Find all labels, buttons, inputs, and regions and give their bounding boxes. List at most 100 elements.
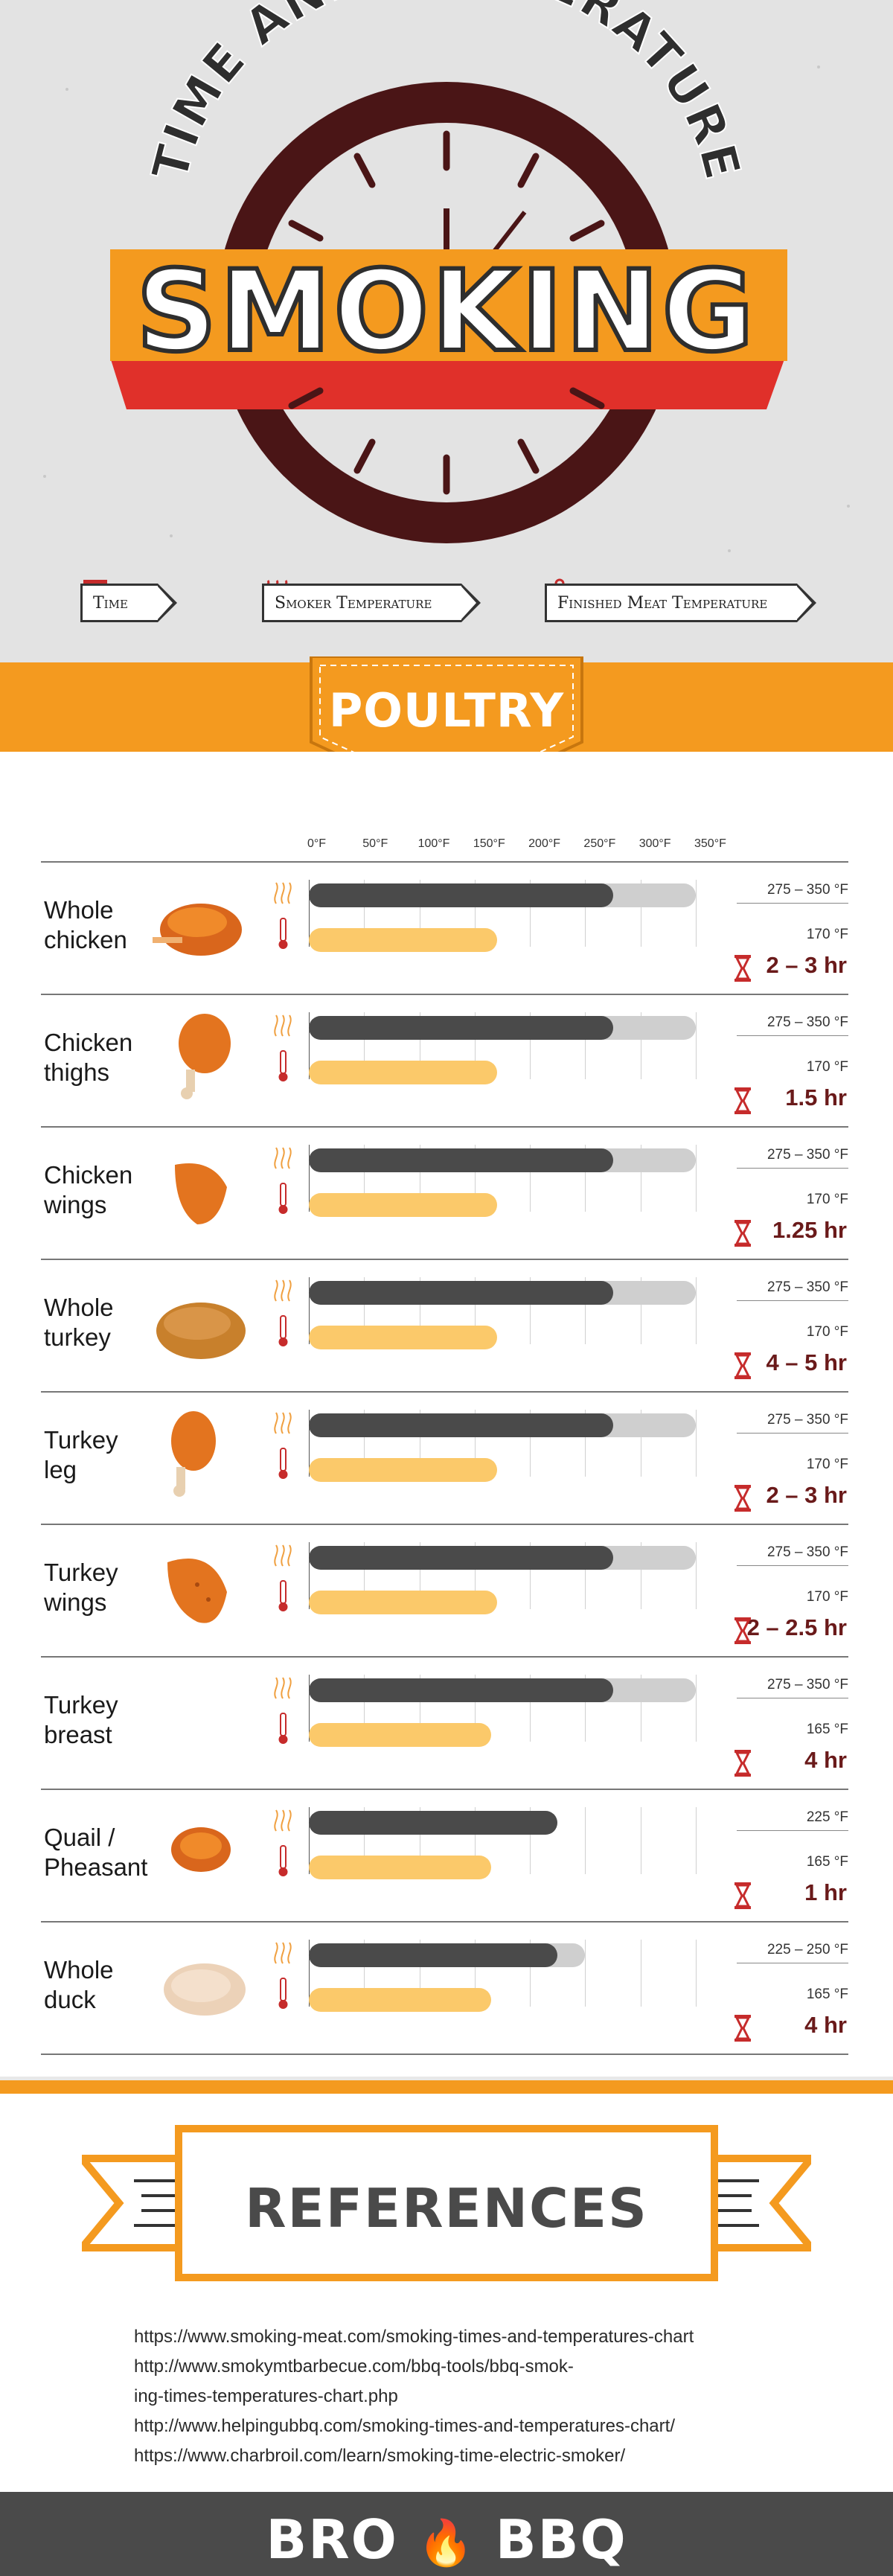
meat-temp-bar	[309, 928, 497, 952]
hourglass-icon	[734, 955, 751, 982]
main-title: SMOKING	[136, 247, 757, 377]
legend: Time Smoker Temperature Fi	[0, 577, 893, 636]
row-name-line: Quail /	[44, 1824, 115, 1851]
smoker-temp-bar-track	[309, 1148, 696, 1172]
grid-line	[309, 1012, 310, 1079]
grid-line	[530, 880, 531, 947]
reference-link[interactable]: http://www.smokymtbarbecue.com/bbq-tools…	[134, 2356, 574, 2377]
reference-link[interactable]: ing-times-temperatures-chart.php	[134, 2386, 398, 2406]
reference-link[interactable]: https://www.smoking-meat.com/smoking-tim…	[134, 2327, 694, 2347]
smoker-temp-bar	[309, 1943, 558, 1967]
scale-tick-label: 350°F	[694, 837, 726, 850]
hourglass-icon	[734, 1617, 751, 1644]
smoker-temp-value: 275 – 350 °F	[737, 1279, 848, 1301]
row-name-line: duck	[44, 1986, 96, 2013]
meat-temp-bar	[309, 1193, 497, 1217]
scale-tick-label: 200°F	[528, 837, 561, 850]
grid-line	[474, 1675, 476, 1742]
scale-tick-label: 50°F	[362, 837, 388, 850]
row-legend-icons	[274, 1942, 292, 2009]
row-name-line: Turkey	[44, 1559, 118, 1586]
smoker-temp-value: 275 – 350 °F	[737, 1147, 848, 1169]
grid-line	[530, 1807, 531, 1874]
grid-line	[585, 1940, 586, 2007]
reference-link[interactable]: http://www.helpingubbq.com/smoking-times…	[134, 2416, 675, 2436]
food-illustration	[171, 1411, 216, 1497]
scale-tick-label: 300°F	[638, 837, 671, 850]
table-row: Whole chicken	[41, 861, 848, 994]
references-list: https://www.smoking-meat.com/smoking-tim…	[134, 2322, 804, 2471]
grid-line	[530, 1675, 531, 1742]
row-name-line: leg	[44, 1456, 77, 1483]
grid-line	[696, 1410, 697, 1477]
row-name-line: turkey	[44, 1323, 111, 1351]
hourglass-icon	[734, 1087, 751, 1114]
table-row: Quail / Pheasant	[41, 1789, 848, 1921]
grid-line	[530, 1940, 531, 2007]
logo-right: BBQ	[495, 2508, 627, 2571]
scale-tick-label: 0°F	[307, 837, 327, 850]
meat-temp-bar	[309, 1723, 492, 1747]
smoker-temp-bar	[309, 1281, 613, 1305]
smoker-temp-value: 225 °F	[737, 1809, 848, 1831]
row-name-line: Chicken	[44, 1161, 133, 1189]
table-row: Chicken thighs	[41, 994, 848, 1126]
grid-line	[474, 1277, 476, 1344]
food-illustration	[171, 1827, 231, 1872]
row-name: Quail / Pheasant	[44, 1823, 156, 1882]
smoker-temp-bar	[309, 1016, 613, 1040]
row-name: Turkey breast	[44, 1690, 156, 1750]
meat-temp-value: 165 °F	[806, 1987, 848, 2002]
meat-temp-value: 170 °F	[806, 1324, 848, 1340]
smoker-temp-bar	[309, 883, 613, 907]
meat-temp-value: 170 °F	[806, 1589, 848, 1605]
smoker-temp-bar-track	[309, 1943, 586, 1967]
food-illustration	[156, 1303, 246, 1359]
table-row: Whole turkey	[41, 1259, 848, 1391]
smoker-temp-bar	[309, 1413, 613, 1437]
meat-temp-value: 165 °F	[806, 1722, 848, 1737]
grid-line	[364, 1542, 365, 1609]
legend-item-smoker-temp: Smoker Temperature	[262, 577, 481, 629]
grid-line	[364, 1410, 365, 1477]
time-value: 1 hr	[804, 1879, 847, 1905]
row-name-line: Turkey	[44, 1691, 118, 1719]
table-bottom-border	[41, 2054, 848, 2055]
table-row: Whole duck	[41, 1921, 848, 2054]
references-title: REFERENCES	[245, 2177, 648, 2240]
hourglass-icon	[734, 1352, 751, 1379]
references-ribbon	[82, 2125, 811, 2281]
hourglass-icon	[734, 2015, 751, 2042]
grid-line	[364, 1012, 365, 1079]
legend-item-time: Time	[80, 577, 177, 629]
grid-line	[309, 1542, 310, 1609]
grid-line	[309, 880, 310, 947]
grid-line	[585, 1410, 586, 1477]
row-legend-icons	[274, 1014, 292, 1081]
meat-temp-bar	[309, 1591, 497, 1614]
meat-temp-bar	[309, 1061, 497, 1084]
grid-line	[309, 1145, 310, 1212]
table-row: Turkey leg	[41, 1391, 848, 1524]
row-name-line: Whole	[44, 1294, 114, 1321]
row-legend-icons	[274, 1279, 292, 1346]
time-value: 4 hr	[804, 1747, 847, 1773]
grid-line	[474, 880, 476, 947]
row-legend-icons	[274, 1147, 292, 1214]
table-row: Chicken wings	[41, 1126, 848, 1259]
smoker-temp-bar-track	[309, 1546, 696, 1570]
row-name-line: thighs	[44, 1058, 110, 1086]
reference-link[interactable]: https://www.charbroil.com/learn/smoking-…	[134, 2446, 626, 2466]
meat-temp-bar	[309, 1988, 492, 2012]
grid-line	[364, 1675, 365, 1742]
grid-line	[585, 1145, 586, 1212]
row-name: Turkey wings	[44, 1558, 156, 1617]
meat-temp-value: 165 °F	[806, 1854, 848, 1870]
grid-line	[696, 1012, 697, 1079]
legend-item-meat-temp: Finished Meat Temperature	[545, 577, 817, 629]
hourglass-icon	[734, 1882, 751, 1909]
smoker-temp-value: 275 – 350 °F	[737, 1014, 848, 1036]
grid-line	[530, 1542, 531, 1609]
grid-line	[696, 1940, 697, 2007]
smoker-temp-bar	[309, 1811, 558, 1835]
